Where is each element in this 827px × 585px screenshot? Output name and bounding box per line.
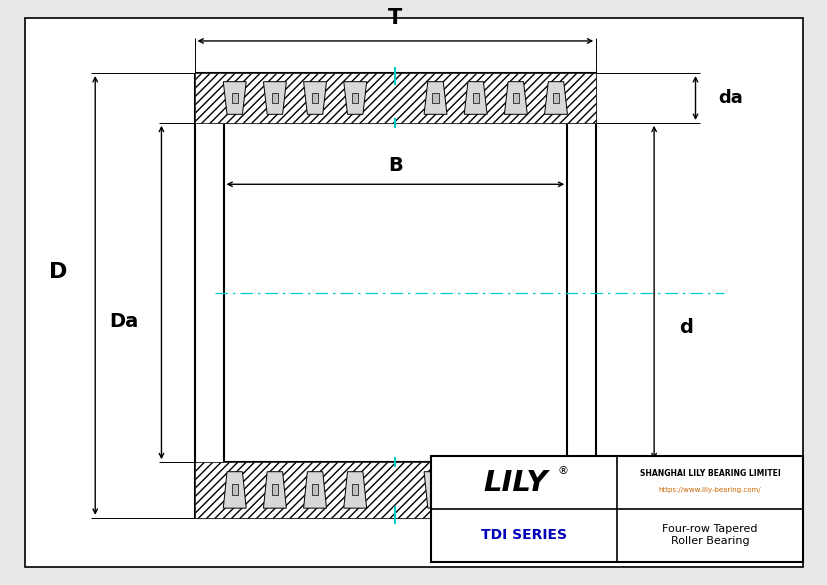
- Bar: [232, 484, 237, 495]
- Polygon shape: [504, 82, 527, 114]
- Bar: [552, 484, 558, 495]
- Text: SHANGHAI LILY BEARING LIMITEI: SHANGHAI LILY BEARING LIMITEI: [639, 469, 779, 479]
- Bar: [430, 456, 802, 562]
- Text: TDI SERIES: TDI SERIES: [480, 528, 566, 542]
- Text: LILY: LILY: [483, 469, 547, 497]
- Polygon shape: [223, 82, 246, 114]
- Text: https://www.lily-bearing.com/: https://www.lily-bearing.com/: [658, 487, 760, 493]
- Text: da: da: [717, 89, 742, 107]
- Bar: [271, 93, 278, 103]
- Polygon shape: [544, 472, 566, 508]
- Text: T: T: [388, 8, 402, 27]
- Bar: [472, 484, 478, 495]
- Text: Da: Da: [109, 312, 139, 331]
- Polygon shape: [304, 82, 326, 114]
- Text: B: B: [388, 156, 402, 175]
- Bar: [194, 462, 595, 518]
- Polygon shape: [263, 82, 286, 114]
- Bar: [312, 93, 318, 103]
- Bar: [512, 484, 519, 495]
- Polygon shape: [544, 82, 566, 114]
- Polygon shape: [464, 472, 486, 508]
- Polygon shape: [464, 82, 486, 114]
- Bar: [194, 73, 595, 123]
- Polygon shape: [504, 472, 527, 508]
- Polygon shape: [304, 472, 326, 508]
- Polygon shape: [423, 472, 447, 508]
- Text: d: d: [678, 318, 691, 337]
- Bar: [512, 93, 519, 103]
- Bar: [552, 93, 558, 103]
- Polygon shape: [423, 82, 447, 114]
- Bar: [232, 93, 237, 103]
- Text: Four-row Tapered
Roller Bearing: Four-row Tapered Roller Bearing: [662, 525, 757, 546]
- Bar: [351, 484, 358, 495]
- Bar: [351, 93, 358, 103]
- Polygon shape: [343, 82, 366, 114]
- Text: ®: ®: [557, 466, 568, 476]
- Bar: [223, 123, 566, 462]
- Polygon shape: [223, 472, 246, 508]
- Bar: [312, 484, 318, 495]
- Bar: [432, 93, 438, 103]
- Polygon shape: [343, 472, 366, 508]
- Polygon shape: [263, 472, 286, 508]
- Bar: [271, 484, 278, 495]
- Text: D: D: [49, 262, 67, 282]
- Bar: [472, 93, 478, 103]
- Bar: [432, 484, 438, 495]
